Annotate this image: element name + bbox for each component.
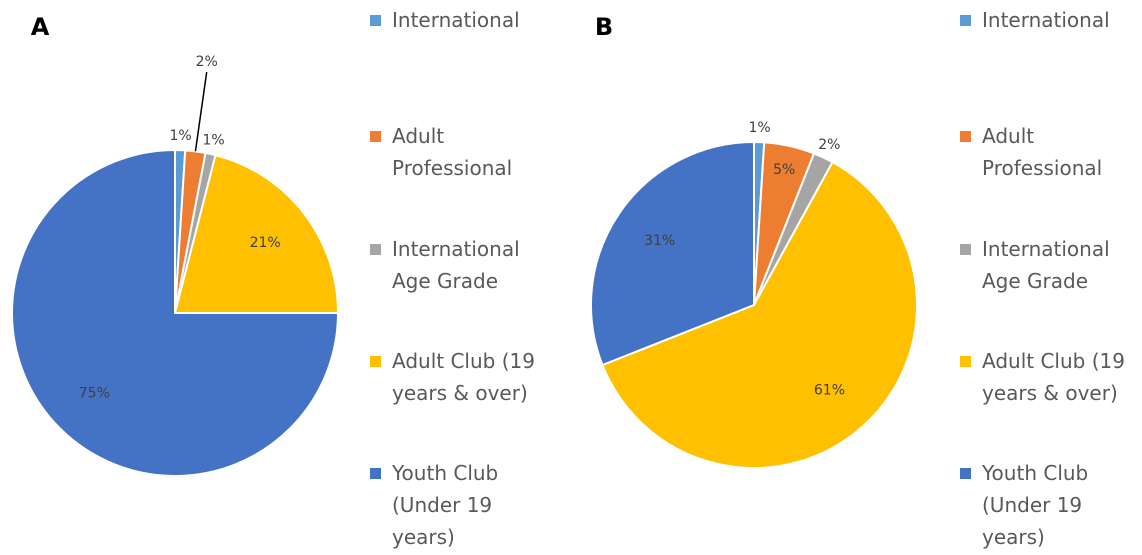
legend-label: Youth Club (Under 19 years): [982, 461, 1089, 549]
data-label: 1%: [203, 132, 225, 148]
legend-label: Youth Club (Under 19 years): [392, 461, 499, 549]
legend-item: Adult Professional: [960, 120, 1135, 184]
data-label: 1%: [748, 120, 770, 136]
legend-swatch: [960, 356, 971, 367]
legend-item: International Age Grade: [370, 233, 545, 297]
legend-item: Youth Club (Under 19 years): [370, 457, 545, 553]
panel-label: B: [595, 13, 613, 41]
data-label: 61%: [814, 383, 845, 399]
panel-label: A: [31, 13, 50, 41]
legend-swatch: [960, 131, 971, 142]
legend-item: Adult Club (19 years & over): [370, 345, 545, 409]
legend-swatch: [370, 131, 381, 142]
pie-slice: [590, 140, 755, 367]
legend-item: International Age Grade: [960, 233, 1135, 297]
data-label: 75%: [79, 386, 110, 402]
data-label: 2%: [818, 137, 840, 153]
leader-line: [194, 71, 208, 152]
data-label: 1%: [169, 128, 191, 144]
legend-item: Youth Club (Under 19 years): [960, 457, 1135, 553]
legend-label: International Age Grade: [982, 237, 1110, 293]
pie-slice: [173, 153, 340, 314]
legend-item: International: [960, 4, 1135, 36]
pie-slice: [11, 148, 340, 477]
legend-label: International: [982, 8, 1110, 32]
legend-swatch: [960, 15, 971, 26]
data-label: 21%: [250, 235, 281, 251]
legend-label: International: [392, 8, 520, 32]
legend-swatch: [370, 15, 381, 26]
legend-label: Adult Club (19 years & over): [982, 349, 1125, 405]
legend-label: International Age Grade: [392, 237, 520, 293]
data-label: 2%: [196, 54, 218, 70]
legend-label: Adult Professional: [392, 124, 513, 180]
legend-item: International: [370, 4, 545, 36]
legend-swatch: [960, 468, 971, 479]
data-label: 5%: [773, 162, 795, 178]
legend-label: Adult Professional: [982, 124, 1103, 180]
legend-swatch: [370, 244, 381, 255]
legend-label: Adult Club (19 years & over): [392, 349, 535, 405]
legend-swatch: [960, 244, 971, 255]
pie-slice: [601, 160, 918, 469]
legend-swatch: [370, 356, 381, 367]
data-label: 31%: [644, 233, 675, 249]
legend-item: Adult Professional: [370, 120, 545, 184]
legend-item: Adult Club (19 years & over): [960, 345, 1135, 409]
legend-swatch: [370, 468, 381, 479]
